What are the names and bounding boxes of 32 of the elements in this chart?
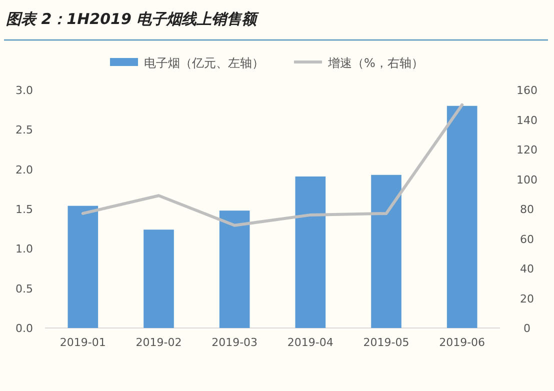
y2-tick-label: 40 xyxy=(520,262,534,276)
y-tick-label: 2.5 xyxy=(16,124,33,137)
bar xyxy=(144,230,174,328)
line-series xyxy=(81,103,464,227)
y2-tick-label: 160 xyxy=(516,84,538,97)
x-tick-label: 2019-06 xyxy=(439,336,486,349)
y2-tick-label: 80 xyxy=(520,203,534,216)
bar xyxy=(68,206,98,328)
x-tick-label: 2019-04 xyxy=(287,336,334,349)
y2-tick-label: 100 xyxy=(516,173,538,186)
y-tick-label: 1.5 xyxy=(16,203,33,216)
y2-tick-label: 60 xyxy=(520,232,534,246)
bar xyxy=(295,176,326,328)
x-tick-label: 2019-01 xyxy=(60,336,106,349)
y-tick-label: 1.0 xyxy=(16,242,33,256)
x-tick-label: 2019-03 xyxy=(212,336,258,349)
bar xyxy=(219,210,250,328)
x-tick-label: 2019-02 xyxy=(136,336,182,349)
legend-label: 电子烟（亿元、左轴） xyxy=(144,56,264,70)
y2-tick-label: 0 xyxy=(524,322,530,335)
y-tick-label: 0.0 xyxy=(16,322,33,335)
x-tick-label: 2019-05 xyxy=(363,336,410,349)
y-tick-label: 2.0 xyxy=(16,163,33,176)
y2-tick-label: 20 xyxy=(520,292,534,306)
y-tick-label: 3.0 xyxy=(16,84,33,97)
chart-title: 图表 2：1H2019 电子烟线上销售额 xyxy=(6,10,260,28)
y2-tick-label: 120 xyxy=(516,144,538,156)
y-tick-label: 0.5 xyxy=(16,282,33,296)
bar xyxy=(371,174,402,328)
bar xyxy=(446,106,478,328)
y2-tick-label: 140 xyxy=(516,114,538,127)
legend-label: 增速（%，右轴） xyxy=(327,56,424,70)
